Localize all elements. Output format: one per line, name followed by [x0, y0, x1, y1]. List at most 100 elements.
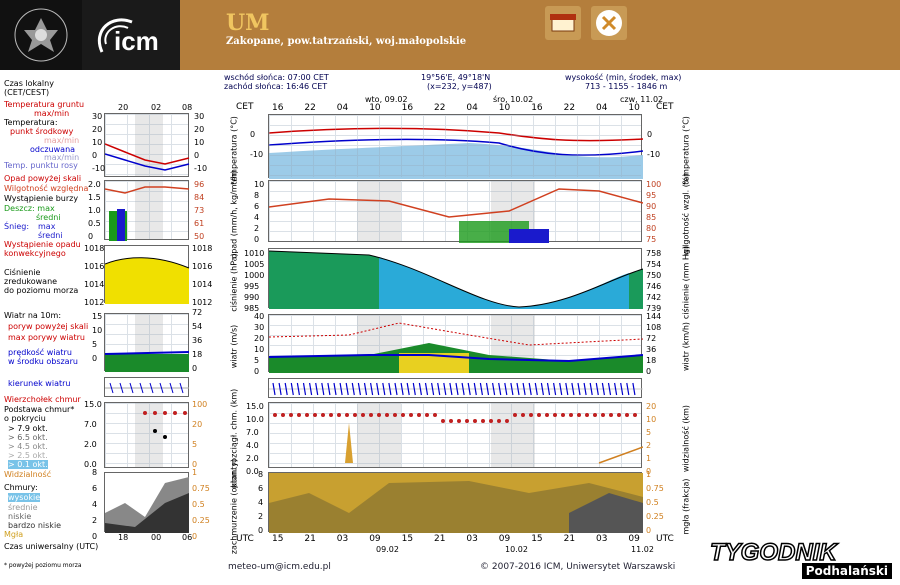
legend-wspd: prędkość wiatru — [8, 348, 72, 357]
legend-conv: Wystąpienie opadu — [4, 240, 81, 249]
wind-tick-right: 18 — [646, 356, 657, 365]
left-fog-tick: 1 — [192, 468, 198, 477]
cloud-chart — [273, 413, 643, 464]
left-humid-tick: 61 — [194, 219, 205, 228]
left-precip-tick: 1.0 — [88, 206, 101, 215]
precip-chart — [269, 188, 643, 243]
cet-hour: 22 — [434, 103, 446, 113]
utc-hour: 21 — [304, 534, 316, 544]
cet-hour: 16 — [401, 103, 414, 113]
utc-hour: 09 — [628, 534, 640, 544]
cet-hour: 04 — [466, 103, 478, 113]
cover-tick: 8 — [258, 470, 264, 479]
left-hour-b1: 18 — [118, 533, 129, 542]
wind-arrow — [510, 382, 514, 396]
day-label-1: wto, 09.02 — [365, 95, 408, 104]
wind-tick-left: 5 — [254, 356, 260, 365]
cet-hour: 04 — [596, 103, 608, 113]
wind-arrow — [504, 382, 508, 396]
left-precip-tick: 0 — [88, 232, 94, 241]
left-vis-tick: 5 — [192, 440, 198, 449]
wind-arrow — [296, 382, 300, 396]
cet-label-left: CET — [236, 102, 254, 112]
wind-arrow — [431, 382, 435, 396]
cloud-cover-panel — [268, 472, 643, 533]
cloud-top-dot — [393, 413, 397, 417]
humid-tick: 95 — [646, 191, 657, 200]
utc-hour: 15 — [531, 534, 543, 544]
wind-arrow — [595, 382, 599, 396]
wind-arrow — [309, 382, 313, 396]
cloud-top-dot — [577, 413, 581, 417]
cloud-top-dot — [505, 419, 509, 423]
left-wind-tick-r: 0 — [192, 364, 198, 373]
cloud-top-dot — [617, 413, 621, 417]
footer-email[interactable]: meteo-um@icm.edu.pl — [228, 562, 331, 572]
left-hour-b3: 06 — [182, 533, 193, 542]
temperature-panel — [268, 114, 643, 179]
axis-label-right-wind_r: wiatr (km/h) — [681, 321, 691, 372]
wind-arrow — [516, 382, 520, 396]
legend-clouds: Chmury: — [4, 483, 38, 492]
cloud-top-dot — [305, 413, 309, 417]
day-label-2: śro, 10.02 — [493, 95, 534, 104]
archive-button[interactable] — [545, 6, 581, 40]
legend-feel-mm: max/min — [44, 153, 80, 162]
utc-hour: 21 — [434, 534, 446, 544]
wind-arrow — [479, 382, 483, 396]
press-tick-left: 990 — [244, 293, 260, 302]
left-precip-tick: 1.5 — [88, 193, 101, 202]
legend-press3: do poziomu morza — [4, 286, 79, 295]
utc-hour: 03 — [596, 534, 608, 544]
legend-high: wysokie — [8, 493, 41, 502]
left-precip-tick: 2.0 — [88, 180, 101, 189]
legend-snow: Śnieg: — [4, 222, 30, 231]
location-label: Zakopane, pow.tatrzański, woj.małopolski… — [226, 36, 467, 47]
wind-arrow — [546, 382, 551, 396]
left-vis-tick: 100 — [192, 400, 208, 409]
tygodnik-brand2: Podhalański — [801, 563, 892, 579]
temperature-chart — [269, 127, 643, 179]
wind-arrow — [327, 382, 331, 396]
left-press-tick-r: 1016 — [192, 262, 213, 271]
cloud-top-dot — [601, 413, 605, 417]
left-vis-tick: 0 — [192, 460, 198, 469]
legend-cetcest: (CET/CEST) — [4, 88, 50, 97]
latlon-text: 19°56'E, 49°18'N — [421, 73, 491, 82]
left-press-tick: 1016 — [84, 262, 105, 271]
left-temp-tick: -10 — [92, 164, 106, 173]
left-press-tick-r: 1014 — [192, 280, 213, 289]
left-press-tick: 1014 — [84, 280, 105, 289]
wind-arrow — [424, 382, 429, 396]
wind-arrow — [321, 382, 325, 396]
cloud-top-dot — [449, 419, 453, 423]
pressure-panel — [268, 248, 643, 309]
left-humid-tick: 84 — [194, 193, 205, 202]
close-button[interactable] — [591, 6, 627, 40]
wind-arrow — [571, 382, 575, 396]
cloud-top-dot — [409, 413, 413, 417]
header-bar: icm UM Zakopane, pow.tatrzański, woj.mał… — [0, 0, 900, 70]
cloud-top-dot — [361, 413, 365, 417]
legend-gust-max: max porywy wiatru — [8, 333, 85, 342]
legend-vis: Widzialność — [4, 470, 52, 479]
legend-humid: Wilgotność względna — [4, 184, 89, 193]
wind-arrow — [272, 382, 276, 396]
cloud-top-dot — [425, 413, 429, 417]
precip-tick: 10 — [254, 180, 265, 189]
cet-hour: 16 — [531, 103, 543, 113]
wind-arrow — [351, 382, 355, 396]
humid-tick: 80 — [646, 224, 657, 233]
cloud-tick-left: 15.0 — [246, 402, 264, 411]
cet-hour: 16 — [272, 103, 284, 113]
left-press-tick: 1012 — [84, 298, 105, 307]
press-tick-right: 746 — [646, 282, 662, 291]
left-temp-tick-r: 30 — [194, 112, 205, 121]
wind-arrow — [278, 382, 282, 396]
vis-tick: 5 — [646, 428, 652, 437]
legend-vlow: bardzo niskie — [8, 521, 62, 530]
fog-tick: 1 — [646, 470, 652, 479]
left-press-tick-r: 1012 — [192, 298, 213, 307]
cover-tick: 6 — [258, 484, 264, 493]
wind-arrow — [589, 382, 593, 396]
